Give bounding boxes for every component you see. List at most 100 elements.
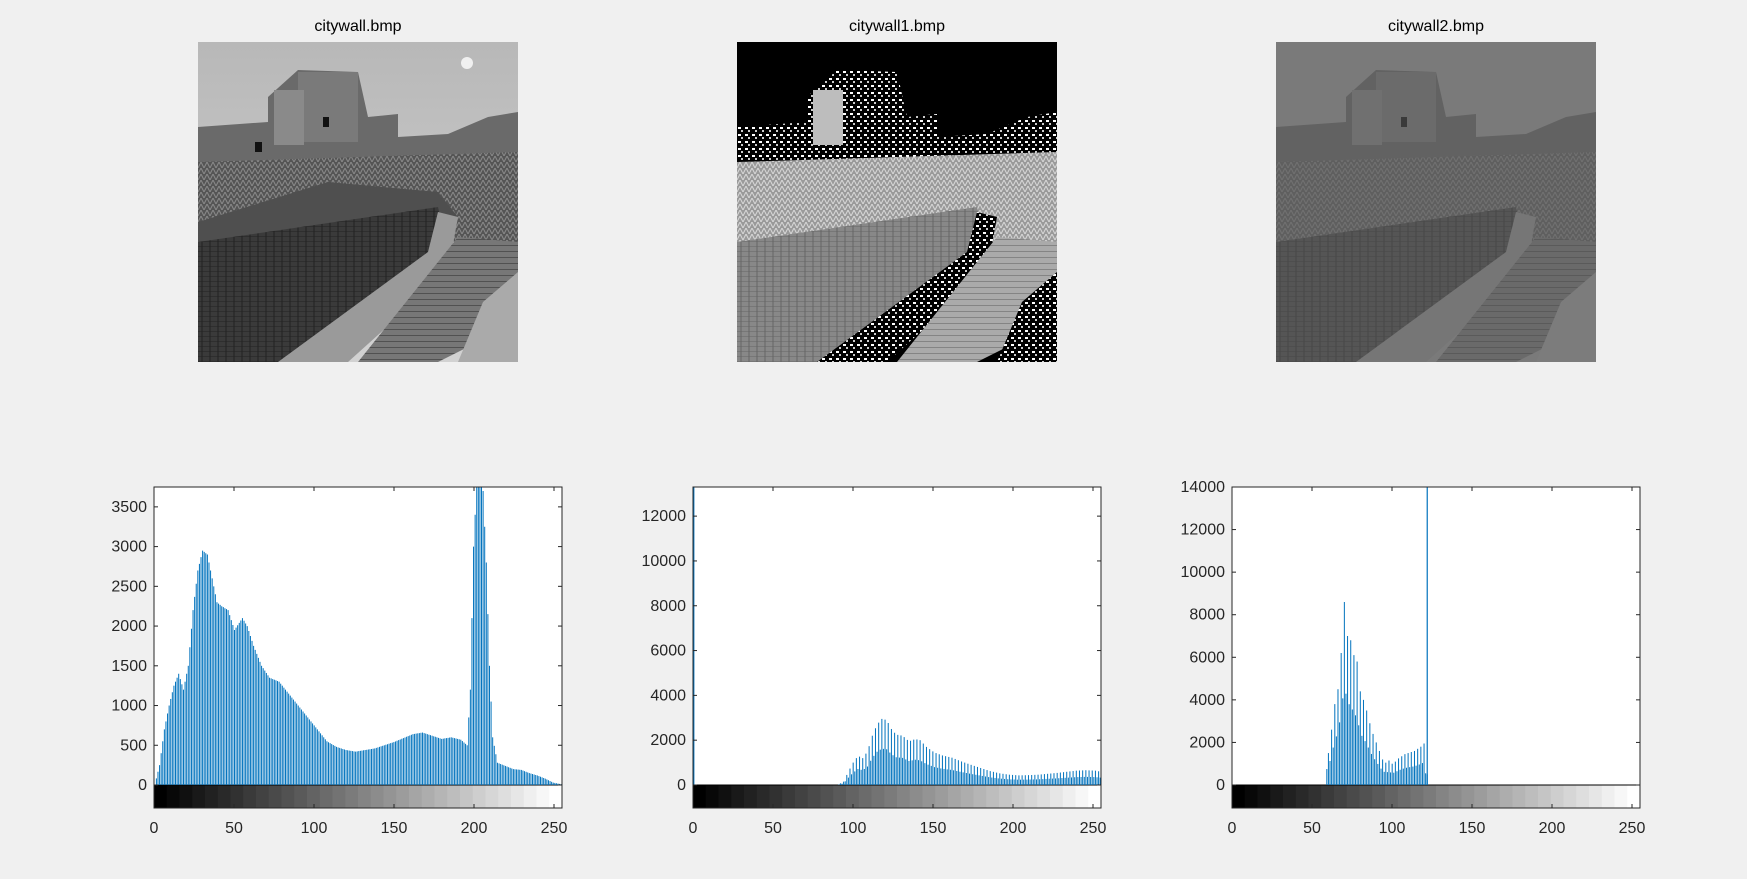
- y-tick-label: 500: [120, 737, 147, 754]
- colorbar-step: [1410, 785, 1424, 808]
- image-title-3: citywall2.bmp: [1387, 18, 1485, 35]
- colorbar-step: [1024, 785, 1038, 808]
- x-tick-label: 50: [225, 820, 243, 837]
- colorbar-step: [1512, 785, 1526, 808]
- colorbar-step: [256, 785, 270, 808]
- x-tick-label: 50: [764, 820, 782, 837]
- colorbar-step: [948, 785, 962, 808]
- colorbar-step: [1499, 785, 1514, 808]
- colorbar-step: [370, 785, 385, 808]
- y-tick-label: 6000: [650, 643, 686, 660]
- axes-box: [153, 486, 563, 809]
- colorbar-step: [693, 785, 707, 808]
- x-tick-label: 100: [1379, 820, 1406, 837]
- x-tick-label: 250: [1080, 820, 1107, 837]
- y-tick-label: 10000: [642, 553, 687, 570]
- colorbar-step: [1295, 785, 1310, 808]
- colorbar-step: [434, 785, 448, 808]
- citywall-photo: [198, 42, 518, 362]
- colorbar-step: [1308, 785, 1322, 808]
- colorbar-step: [884, 785, 898, 808]
- colorbar-step: [307, 785, 321, 808]
- colorbar-step: [1321, 785, 1335, 808]
- colorbar-step: [1525, 785, 1539, 808]
- citywall-image: [198, 42, 518, 362]
- colorbar-step: [154, 785, 168, 808]
- colorbar-step: [1474, 785, 1488, 808]
- colorbar-step: [1627, 785, 1641, 808]
- x-tick-label: 0: [150, 820, 159, 837]
- y-tick-label: 1000: [111, 698, 147, 715]
- colorbar-step: [511, 785, 525, 808]
- x-tick-label: 0: [689, 820, 698, 837]
- colorbar-step: [230, 785, 244, 808]
- x-tick-label: 150: [1459, 820, 1486, 837]
- y-tick-label: 1500: [111, 658, 147, 675]
- x-tick-label: 200: [1000, 820, 1027, 837]
- colorbar-step: [268, 785, 283, 808]
- colorbar-step: [1448, 785, 1463, 808]
- citywall2-image: [1276, 42, 1596, 362]
- colorbar-step: [846, 785, 860, 808]
- colorbar-step: [1601, 785, 1616, 808]
- colorbar-step: [820, 785, 834, 808]
- colorbar-step: [472, 785, 487, 808]
- x-tick-label: 100: [301, 820, 328, 837]
- y-tick-label: 4000: [1189, 692, 1225, 709]
- citywall1-photo: [737, 42, 1057, 362]
- colorbar-step: [1550, 785, 1565, 808]
- y-tick-label: 10000: [1181, 564, 1226, 581]
- colorbar-step: [383, 785, 397, 808]
- colorbar-step: [973, 785, 987, 808]
- y-tick-label: 0: [138, 777, 147, 794]
- histogram-axes-3: 0 2000 4000 6000 8000 10000 12000 14000 0 50 100 15…: [1181, 479, 1646, 837]
- colorbar-step: [166, 785, 181, 808]
- colorbar-step: [217, 785, 232, 808]
- colorbar-step: [1576, 785, 1590, 808]
- y-tick-label: 12000: [642, 508, 687, 525]
- colorbar-step: [858, 785, 873, 808]
- colorbar-step: [756, 785, 771, 808]
- colorbar-step: [396, 785, 410, 808]
- colorbar-step: [1062, 785, 1077, 808]
- colorbar-step: [769, 785, 783, 808]
- colorbar-step: [833, 785, 847, 808]
- histogram-axes-2: 0 2000 4000 6000 8000 10000 12000 0 50 100 150 200 2…: [642, 486, 1107, 837]
- y-tick-label: 8000: [1189, 607, 1225, 624]
- colorbar-step: [1538, 785, 1552, 808]
- colorbar-step: [1563, 785, 1577, 808]
- colorbar-step: [447, 785, 461, 808]
- colorbar-step: [1270, 785, 1284, 808]
- colorbar-step: [935, 785, 949, 808]
- y-tick-label: 14000: [1181, 479, 1226, 496]
- colorbar-step: [1283, 785, 1297, 808]
- colorbar-step: [986, 785, 1000, 808]
- plot-area: [693, 487, 1101, 808]
- x-tick-label: 150: [920, 820, 947, 837]
- colorbar-step: [922, 785, 936, 808]
- colorbar-step: [409, 785, 423, 808]
- y-tick-label: 2000: [111, 618, 147, 635]
- colorbar-step: [536, 785, 550, 808]
- colorbar-step: [1088, 785, 1102, 808]
- colorbar-step: [498, 785, 512, 808]
- colorbar-step: [1359, 785, 1373, 808]
- x-tick-label: 200: [461, 820, 488, 837]
- colorbar-step: [294, 785, 308, 808]
- colorbar-step: [332, 785, 346, 808]
- axes-box: [1231, 486, 1641, 809]
- colorbar-step: [718, 785, 732, 808]
- colorbar-step: [909, 785, 924, 808]
- histogram-axes-1: 0 500 1000 1500 2000 2500 3000 3500 0 50 100 150 200…: [111, 486, 567, 837]
- citywall1-image: [737, 42, 1057, 362]
- y-tick-label: 12000: [1181, 522, 1226, 539]
- colorbar-step: [999, 785, 1013, 808]
- colorbar-step: [192, 785, 206, 808]
- colorbar-step: [1346, 785, 1361, 808]
- y-tick-label: 4000: [650, 687, 686, 704]
- colorbar-step: [460, 785, 474, 808]
- colorbar-step: [1011, 785, 1026, 808]
- colorbar-step: [1075, 785, 1089, 808]
- image-title-1: citywall.bmp: [314, 18, 402, 35]
- colorbar-step: [897, 785, 911, 808]
